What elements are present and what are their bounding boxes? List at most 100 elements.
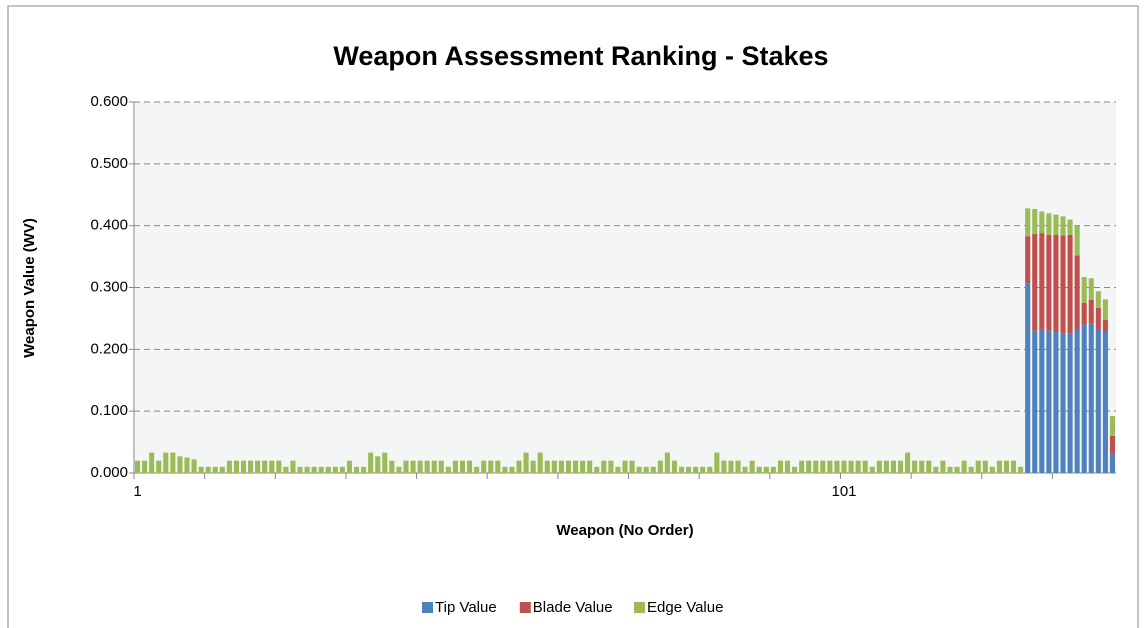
bar-segment (1018, 466, 1024, 473)
bar-segment (1095, 329, 1101, 473)
bar-segment (643, 466, 649, 473)
bar-segment (933, 466, 939, 473)
bar-segment (855, 460, 861, 473)
y-tick-label: 0.400 (90, 217, 128, 234)
bar-segment (1046, 234, 1052, 331)
bar-segment (883, 460, 889, 473)
bar-segment (806, 460, 812, 473)
bar-segment (1067, 333, 1073, 473)
bar-segment (636, 466, 642, 473)
bar-segment (403, 460, 409, 473)
bar-segment (799, 460, 805, 473)
bar-segment (1074, 329, 1080, 473)
bar-segment (947, 466, 953, 473)
bar-segment (940, 460, 946, 473)
bar-segment (678, 466, 685, 473)
bar-segment (382, 452, 388, 473)
bar-segment (530, 460, 536, 473)
bar-segment (396, 466, 402, 473)
bar-segment (890, 460, 897, 473)
bar-segment (142, 460, 148, 473)
bar-segment (1053, 234, 1059, 333)
bar-segment (629, 460, 635, 473)
bar-segment (262, 460, 268, 473)
bar-segment (353, 466, 360, 473)
bar-segment (1081, 302, 1087, 325)
bar-segment (156, 460, 162, 473)
bar-segment (1053, 214, 1059, 235)
bar-segment (311, 466, 317, 473)
bar-segment (558, 460, 564, 473)
y-tick-label: 0.500 (90, 155, 128, 172)
bar-segment (226, 460, 232, 473)
bar-segment (1081, 276, 1087, 303)
bar-segment (240, 460, 247, 473)
x-axis-label: Weapon (No Order) (556, 522, 693, 539)
bar-segment (622, 460, 628, 473)
bar-segment (1025, 208, 1031, 237)
bar-segment (290, 460, 296, 473)
bar-segment (134, 460, 141, 473)
bar-segment (516, 460, 522, 473)
legend-label: Edge Value (647, 599, 723, 616)
bar-segment (573, 460, 579, 473)
bar-segment (848, 460, 854, 473)
bar-segment (431, 460, 437, 473)
y-tick-label: 0.000 (90, 464, 128, 481)
bar-segment (813, 460, 819, 473)
bar-segment (968, 466, 974, 473)
bar-segment (862, 460, 868, 473)
bar-segment (615, 466, 621, 473)
bar-segment (1060, 333, 1066, 473)
bar-segment (777, 460, 783, 473)
bar-segment (170, 452, 176, 473)
bar-segment (565, 460, 572, 473)
bar-segment (1102, 332, 1108, 473)
bar-segment (1060, 235, 1066, 334)
bar-segment (792, 466, 798, 473)
bar-segment (714, 452, 720, 473)
bar-segment (1109, 435, 1116, 454)
bar-segment (671, 460, 677, 473)
bar-segment (954, 466, 960, 473)
bar-segment (184, 457, 190, 473)
bar-segment (163, 452, 169, 473)
bar-segment (339, 466, 345, 473)
bar-segment (735, 460, 741, 473)
bar-segment (445, 466, 451, 473)
legend-swatch (422, 602, 433, 613)
bar-segment (1067, 219, 1073, 235)
bar-segment (1003, 460, 1010, 473)
bar-segment (361, 466, 367, 473)
bar-segment (502, 466, 508, 473)
bar-segment (905, 452, 911, 473)
bar-segment (149, 452, 155, 473)
bar-segment (926, 460, 932, 473)
bar-segment (1081, 324, 1087, 473)
bar-segment (495, 460, 501, 473)
bar-segment (1088, 323, 1094, 473)
legend-label: Tip Value (435, 599, 497, 616)
bar-segment (488, 460, 494, 473)
bar-segment (784, 460, 791, 473)
bar-segment (1102, 319, 1108, 333)
bar-segment (375, 456, 381, 473)
bar-segment (1039, 233, 1045, 329)
bar-segment (219, 466, 225, 473)
bar-segment (664, 452, 670, 473)
x-tick-label: 101 (831, 483, 856, 500)
bar-segment (283, 466, 289, 473)
bar-segment (827, 460, 833, 473)
bar-segment (1025, 236, 1031, 284)
y-tick-label: 0.600 (90, 93, 128, 110)
bar-segment (255, 460, 261, 473)
bar-segment (608, 460, 614, 473)
bar-segment (601, 460, 607, 473)
bar-segment (248, 460, 254, 473)
bar-segment (544, 460, 550, 473)
bar-segment (474, 466, 480, 473)
bar-segment (594, 466, 600, 473)
bar-segment (191, 459, 197, 473)
bar-segment (707, 466, 713, 473)
bar-segment (304, 466, 310, 473)
